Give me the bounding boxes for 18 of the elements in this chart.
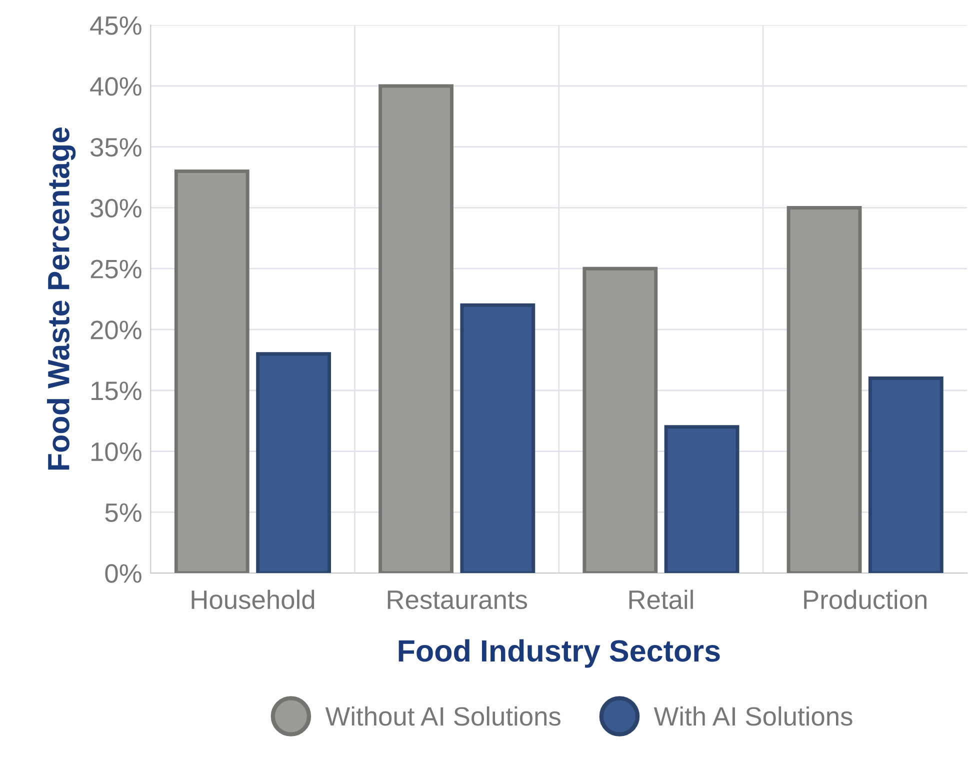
- y-tick-label: 0%: [105, 564, 142, 583]
- y-tick-label: 10%: [92, 442, 142, 462]
- y-tick-label: 5%: [105, 503, 142, 522]
- y-tick-label: 35%: [90, 138, 142, 157]
- y-tick-label: 25%: [90, 260, 142, 278]
- x-tick-label: Production: [804, 590, 926, 610]
- y-tick-label: 45%: [90, 16, 142, 35]
- y-tick-label: 30%: [90, 198, 142, 218]
- legend-label: Without AI Solutions: [325, 706, 560, 726]
- y-tick-label: 40%: [90, 77, 142, 96]
- legend-label: With AI Solutions: [654, 706, 852, 726]
- y-tick-label: 15%: [92, 382, 142, 400]
- x-tick-label: Household: [192, 590, 314, 610]
- y-tick-label: 20%: [90, 320, 142, 340]
- y-axis-title: Food Waste Percentage: [47, 127, 76, 470]
- x-tick-label: Restaurants: [388, 590, 528, 610]
- x-axis-title: Food Industry Sectors: [398, 639, 720, 668]
- x-tick-label: Retail: [629, 590, 693, 610]
